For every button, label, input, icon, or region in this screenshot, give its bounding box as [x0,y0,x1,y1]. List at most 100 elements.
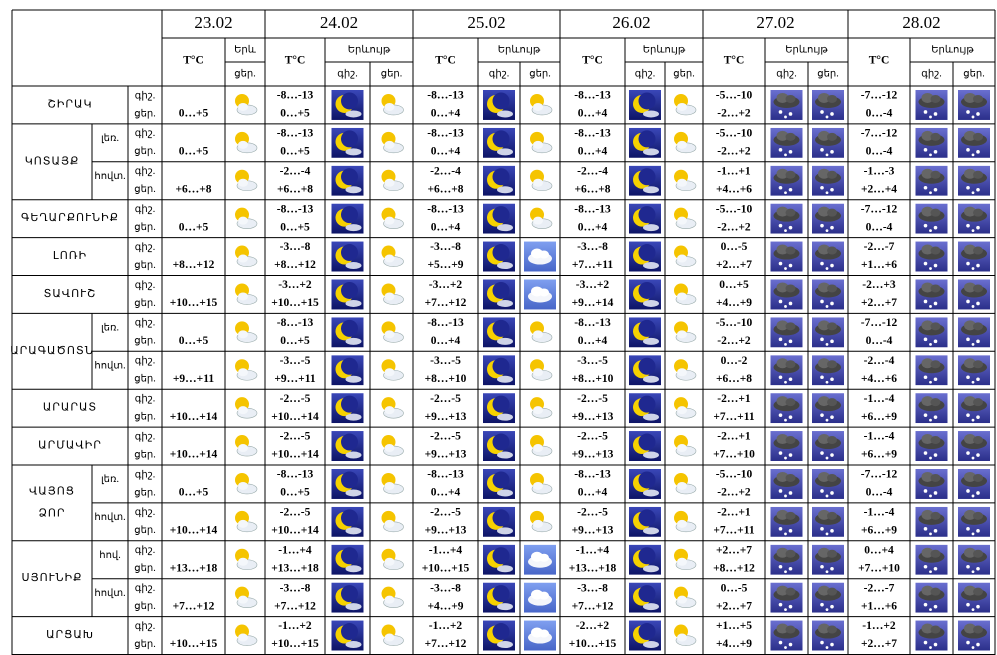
weather-icon [529,472,553,495]
temperature: -2…-5 [280,431,311,443]
row-label: ցեր. [134,525,156,536]
weather-icon [958,279,990,310]
temperature: -1…-4 [864,393,895,405]
weather-icon [381,586,404,609]
temperature: -3…-8 [430,582,461,594]
temperature: 0…+5 [280,335,310,347]
temperature: +9…+13 [572,449,614,461]
weather-icon [234,358,258,381]
temperature: -3…+2 [429,279,463,291]
weather-icon [958,127,990,158]
temperature: +8…+12 [173,259,215,271]
temperature: -3…-5 [577,355,608,367]
weather-icon [915,89,948,120]
weather-icon [524,620,556,651]
region-name: ԱՐՑԱԽ [46,629,94,641]
temperature: -2…+2 [717,335,751,347]
weather-icon [673,207,697,230]
row-label: գիշ. [135,393,155,404]
weather-icon [381,245,404,268]
row-label: ցեր. [134,336,156,347]
sub-region: լեռ. [101,133,119,144]
weather-icon [915,544,948,575]
temperature: +13…+18 [271,562,319,574]
weather-icon [770,620,803,651]
weather-icon [381,282,404,305]
weather-icon [483,393,515,424]
temperature: +10…+14 [170,525,218,537]
temp-header: T°C [435,55,456,67]
weather-icon [483,203,515,234]
temperature: +9…+13 [425,411,467,423]
weather-icon [958,582,990,613]
weather-icon [529,358,553,381]
period-header: գիշ. [489,68,509,79]
weather-icon [958,468,990,499]
temperature: -8…-13 [427,128,464,140]
temperature: -8…-13 [277,469,314,481]
weather-icon [812,89,844,120]
date: 27.02 [756,13,794,32]
temperature: -1…-3 [864,165,895,177]
temperature: +7…+12 [425,297,467,309]
temperature: -2…-5 [577,431,608,443]
temperature: 0…+4 [578,146,608,158]
row-label: գիշ. [135,469,155,480]
temperature: 0…+4 [431,108,461,120]
weather-icon [915,203,948,234]
temperature: +4…+9 [716,297,752,309]
date: 25.02 [467,13,505,32]
temperature: +4…+6 [716,183,752,195]
weather-icon [915,582,948,613]
temperature: 0…+5 [179,487,209,499]
temperature: +7…+10 [713,449,755,461]
weather-icon [629,203,661,234]
weather-icon [629,620,661,651]
temperature: -3…-5 [430,355,461,367]
temperature: -5…-10 [716,90,753,102]
weather-icon [234,472,258,495]
weather-icon [381,396,404,419]
sub-region: հովտ. [94,171,125,182]
weather-icon [234,131,258,154]
row-label: գիշ. [135,280,155,291]
temperature: -1…+4 [429,544,463,556]
temperature: +6…+9 [861,411,897,423]
temperature: +9…+13 [425,449,467,461]
weather-icon [812,468,844,499]
weather-icon [812,582,844,613]
weather-icon [381,472,404,495]
row-label: գիշ. [135,242,155,253]
weather-icon [915,127,948,158]
temperature: 0…+4 [578,221,608,233]
temperature: 0…+5 [179,221,209,233]
weather-icon [915,468,948,499]
period-header: ցեր. [963,68,985,79]
row-label: գիշ. [135,583,155,594]
temperature: -2…-5 [430,431,461,443]
temperature: +8…+12 [274,259,316,271]
temperature: +6…+8 [277,183,313,195]
temperature: +10…+14 [170,449,218,461]
temp-header: T°C [582,55,603,67]
weather-icon [812,317,844,348]
row-label: գիշ. [135,356,155,367]
weather-icon [812,165,844,196]
weather-icon [234,396,258,419]
temperature: -7…-12 [861,128,898,140]
temperature: 0…+4 [431,146,461,158]
weather-icon [529,396,553,419]
temperature: +7…+10 [858,562,900,574]
row-label: գիշ. [135,90,155,101]
region-name: ՏԱՎՈՒՇ [44,288,97,300]
temperature: -8…-13 [427,203,464,215]
temperature: -2…-4 [280,165,311,177]
weather-icon [812,279,844,310]
temperature: +8…+10 [425,373,467,385]
temperature: +7…+11 [713,525,754,537]
temp-header: T°C [183,55,204,67]
temperature: +4…+9 [427,600,463,612]
weather-icon [629,393,661,424]
weather-icon [381,510,404,533]
period-header: ցեր. [817,68,839,79]
